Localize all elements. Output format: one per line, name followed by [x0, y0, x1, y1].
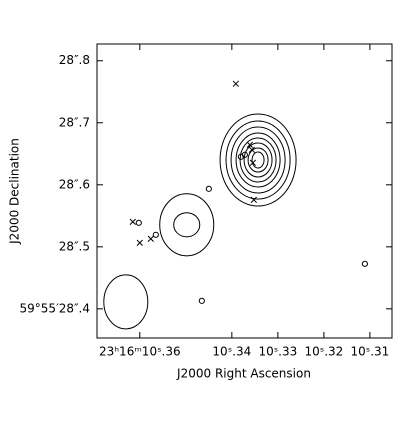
point-circle	[135, 219, 142, 226]
contour	[239, 137, 277, 183]
y-tick-label: 59°55′28″.4	[20, 301, 90, 315]
point-circle	[152, 231, 159, 238]
contour	[225, 120, 291, 200]
point-cross	[232, 80, 240, 87]
point-cross	[129, 218, 136, 225]
point-cross	[249, 159, 257, 166]
point-cross	[147, 235, 154, 242]
contour	[173, 212, 201, 238]
plot-frame	[96, 43, 393, 339]
contour	[251, 151, 265, 169]
y-tick-label: 28″.7	[59, 115, 90, 129]
x-axis-label: J2000 Right Ascension	[176, 367, 311, 381]
y-axis-label: J2000 Declination	[8, 138, 22, 245]
contour	[230, 126, 286, 194]
x-tick-label: 10ˢ.32	[304, 345, 343, 359]
contour	[159, 193, 215, 257]
point-cross	[136, 239, 143, 246]
y-tick-label: 28″.8	[59, 53, 90, 67]
contour	[235, 132, 281, 188]
point-circle	[198, 297, 205, 304]
point-circle	[361, 260, 368, 267]
contour	[243, 142, 273, 178]
contour	[219, 113, 297, 207]
x-tick-label: 10ˢ.31	[350, 345, 389, 359]
beam	[103, 274, 149, 330]
x-tick-label: 10ˢ.33	[258, 345, 297, 359]
point-cross	[248, 146, 256, 153]
x-tick-label: 10ˢ.34	[212, 345, 251, 359]
point-cross	[250, 196, 257, 203]
contour	[247, 147, 269, 173]
y-tick-label: 28″.6	[59, 177, 90, 191]
point-cross	[246, 141, 253, 148]
y-tick-label: 28″.5	[59, 239, 90, 253]
point-circle	[237, 153, 244, 160]
point-circle	[205, 185, 212, 192]
x-tick-label: 23ʰ16ᵐ10ˢ.36	[99, 345, 181, 359]
